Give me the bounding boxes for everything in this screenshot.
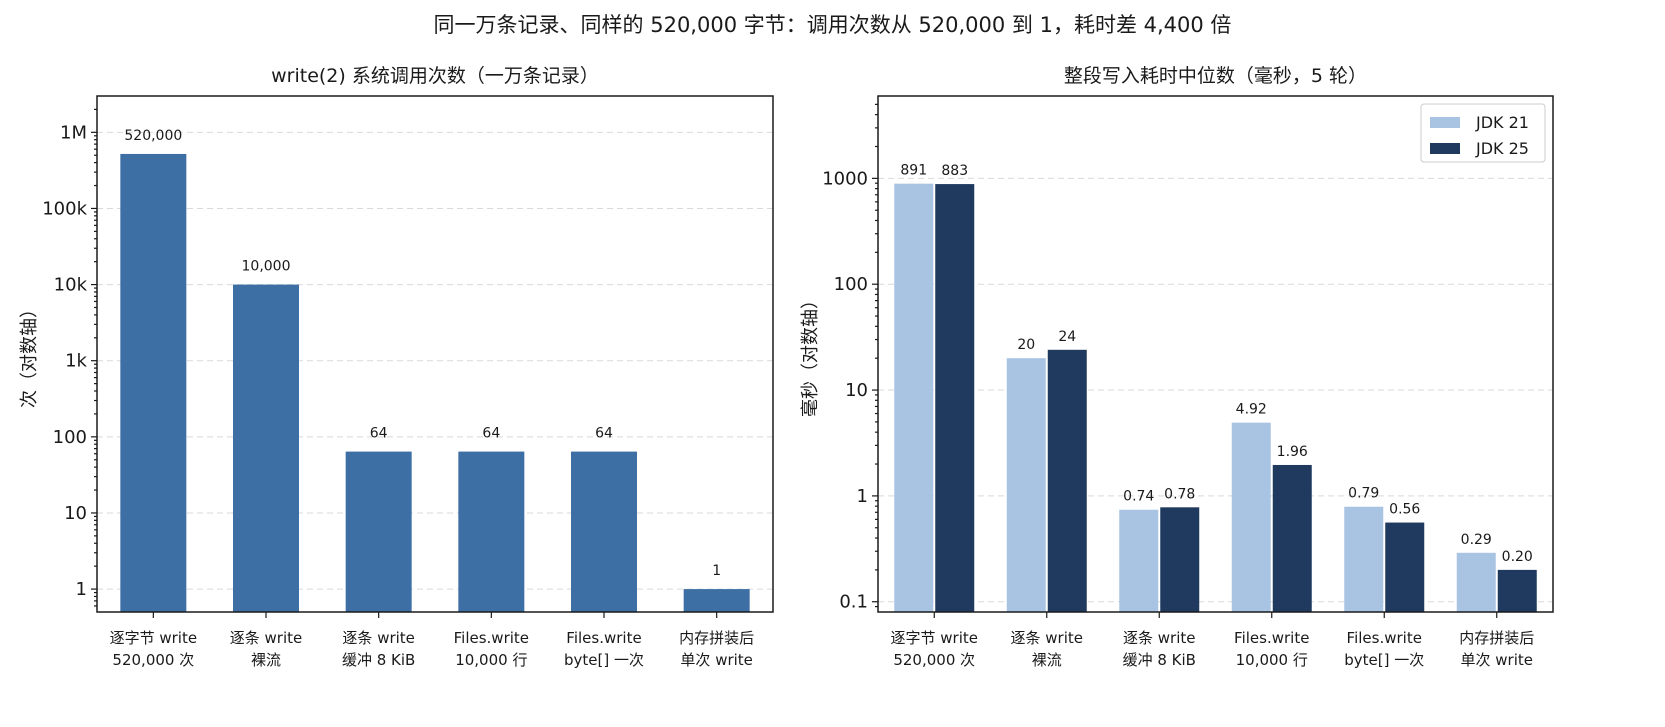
bar-jdk25 <box>1385 522 1425 612</box>
bar-jdk21 <box>894 183 934 613</box>
bar-jdk21 <box>1344 506 1384 612</box>
legend-swatch <box>1430 143 1460 154</box>
x-category-label: 裸流 <box>1032 651 1062 669</box>
x-category-label: Files.write <box>566 629 641 647</box>
bar-jdk21 <box>1119 509 1159 612</box>
x-category-label: Files.write <box>454 629 529 647</box>
bar <box>571 451 637 612</box>
y-tick-label: 10 <box>845 380 868 401</box>
x-category-label: 逐条 write <box>342 629 414 647</box>
bar-jdk25 <box>1272 464 1312 612</box>
x-category-label: 逐条 write <box>230 629 302 647</box>
y-tick-label: 1M <box>60 122 87 143</box>
x-category-label: 逐条 write <box>1011 629 1083 647</box>
panel-title: write(2) 系统调用次数（一万条记录） <box>271 65 599 87</box>
panel-title: 整段写入耗时中位数（毫秒，5 轮） <box>1064 65 1367 87</box>
x-category-label: 单次 write <box>680 651 752 669</box>
x-category-label: 10,000 行 <box>455 651 527 669</box>
bar-jdk25 <box>1047 349 1087 612</box>
x-category-label: byte[] 一次 <box>564 651 644 669</box>
bar-value-label: 10,000 <box>242 259 291 275</box>
bar-value-label: 0.29 <box>1461 532 1492 548</box>
plot-frame <box>877 95 1554 613</box>
bar-jdk25 <box>935 184 975 612</box>
x-category-label: 逐字节 write <box>110 629 197 647</box>
x-category-label: 缓冲 8 KiB <box>1123 651 1196 669</box>
x-category-label: byte[] 一次 <box>1344 651 1424 669</box>
y-tick-label: 1 <box>857 486 868 507</box>
bar-value-label: 1.96 <box>1277 444 1308 460</box>
bar-value-label: 1 <box>712 563 721 579</box>
bar <box>345 451 412 612</box>
bar <box>458 451 525 612</box>
y-tick-label: 0.1 <box>839 592 868 613</box>
bar-value-label: 0.56 <box>1389 502 1420 518</box>
bar-value-label: 4.92 <box>1236 402 1267 418</box>
y-tick-label: 100k <box>42 198 87 219</box>
x-category-label: Files.write <box>1347 629 1422 647</box>
bar-value-label: 64 <box>595 426 613 442</box>
chart-panel-2: 0.1 1 10 100 1000 891 20 0.74 4.92 0.79 0.29 883 24 0… <box>800 65 1554 669</box>
bar-value-label: 0.20 <box>1502 549 1533 565</box>
bar-value-label: 891 <box>900 163 927 179</box>
plot-frame <box>96 95 774 613</box>
y-tick-label: 100 <box>53 427 87 448</box>
y-tick-label: 100 <box>834 274 868 295</box>
bar-value-label: 20 <box>1017 337 1035 353</box>
y-tick-label: 10 <box>64 503 87 524</box>
figure-title: 同一万条记录、同样的 520,000 字节：调用次数从 520,000 到 1，… <box>433 13 1232 37</box>
legend-label: JDK 25 <box>1475 139 1529 158</box>
chart-panel-1: 1 10 100 1k 10k 100k 1M 520,000 10,000 64 64 64 1 逐字节… <box>19 65 774 669</box>
y-tick-label: 1 <box>76 579 87 600</box>
legend-swatch <box>1430 117 1460 128</box>
bar-jdk25 <box>1160 507 1200 612</box>
x-category-label: 逐条 write <box>1123 629 1195 647</box>
y-axis-label: 毫秒（对数轴） <box>800 291 821 417</box>
x-category-label: 内存拼装后 <box>1459 629 1534 647</box>
bar-jdk21 <box>1006 358 1046 612</box>
x-category-label: 逐字节 write <box>891 629 978 647</box>
x-category-label: 520,000 次 <box>893 651 975 669</box>
x-category-label: Files.write <box>1234 629 1309 647</box>
bar-jdk25 <box>1497 569 1537 612</box>
bar-value-label: 64 <box>370 426 388 442</box>
legend-label: JDK 21 <box>1475 113 1529 132</box>
bar <box>233 284 299 612</box>
bar-value-label: 0.79 <box>1348 486 1379 502</box>
x-category-label: 裸流 <box>251 651 281 669</box>
bar <box>683 589 750 612</box>
bar-value-label: 0.78 <box>1164 486 1195 502</box>
bar-jdk21 <box>1231 422 1271 612</box>
bar-value-label: 0.74 <box>1123 489 1154 505</box>
legend: JDK 21 JDK 25 <box>1420 103 1546 163</box>
y-tick-label: 1000 <box>822 168 868 189</box>
y-axis-label: 次（对数轴） <box>19 300 40 408</box>
x-category-label: 内存拼装后 <box>679 629 754 647</box>
bar-value-label: 64 <box>482 426 500 442</box>
y-tick-label: 1k <box>65 351 87 372</box>
x-category-label: 10,000 行 <box>1236 651 1308 669</box>
x-category-label: 缓冲 8 KiB <box>342 651 415 669</box>
bar-value-label: 24 <box>1058 329 1076 345</box>
bar <box>120 153 187 612</box>
bar-jdk21 <box>1456 552 1496 612</box>
x-category-label: 520,000 次 <box>112 651 194 669</box>
bar-value-label: 883 <box>941 163 968 179</box>
x-category-label: 单次 write <box>1461 651 1533 669</box>
bar-value-label: 520,000 <box>124 128 182 144</box>
y-tick-label: 10k <box>54 275 88 296</box>
